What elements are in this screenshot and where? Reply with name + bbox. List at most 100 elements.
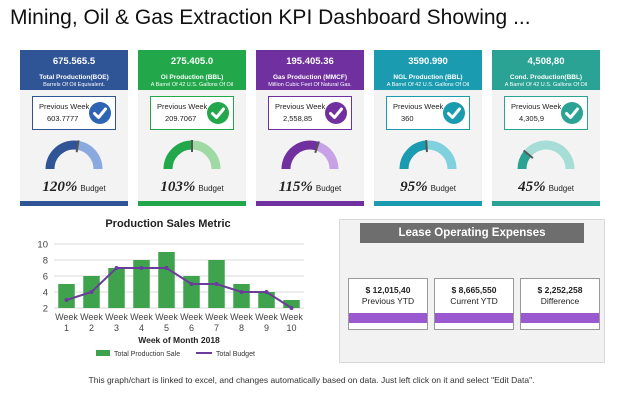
y-tick-label: 6 [43,272,48,283]
x-tick-label: 7 [214,323,219,333]
page-title: Mining, Oil & Gas Extraction KPI Dashboa… [10,6,531,29]
point-total-budget [114,266,119,270]
x-axis-label: Week of Month 2018 [138,335,220,345]
point-total-budget [289,306,294,310]
kpi-bottom-bar [138,201,246,206]
point-total-budget [264,290,269,294]
gauge-icon [163,140,221,170]
point-total-budget [139,266,144,270]
production-sales-chart[interactable]: Production Sales Metric 2 4 6 8 10 Week 1 Week 2… [28,218,308,360]
kpi-header: 675.565.5 Total Production(BOE) Barrels Of… [20,50,128,90]
lease-title: Lease Operating Expenses [360,223,584,243]
kpi-bottom-bar [492,201,600,206]
x-tick-label: 10 [286,323,296,333]
previous-week-label: Previous Week [39,102,90,111]
kpi-sublabel: A Barrel Of 42 U.S. Gallons Of Oil [386,82,470,88]
budget-percent: 45% [518,179,546,195]
checkmark-icon [443,102,465,124]
kpi-card-ngl-production[interactable]: 3590.990 NGL Production (BBL) A Barrel Of … [374,50,482,206]
kpi-label: Gas Production (MMCF) [272,74,348,81]
lease-bar [349,313,427,323]
kpi-card-cond-production[interactable]: 4,508,80 Cond. Production(BBL) A Barrel Of… [492,50,600,206]
kpi-sublabel: A Barrel Of 42 U.S. Gallons Of Oil [150,82,234,88]
previous-week-label: Previous Week [393,102,444,111]
x-tick-label: 4 [139,323,144,333]
x-tick-label: 6 [189,323,194,333]
lease-card-difference: $ 2,252,258 Difference [520,278,600,330]
kpi-card-total-production[interactable]: 675.565.5 Total Production(BOE) Barrels Of… [20,50,128,206]
budget-label: Budget [430,184,456,193]
checkmark-icon [207,102,229,124]
point-total-budget [64,298,69,302]
legend-swatch-bar [96,350,110,356]
x-tick-label: Week [80,312,103,322]
x-tick-label: Week [130,312,153,322]
checkmark-icon [89,102,111,124]
x-tick-label: 5 [164,323,169,333]
previous-week-box: Previous Week 4,305,9 [504,96,588,130]
budget-label: Budget [198,184,224,193]
budget-label: Budget [80,184,106,193]
gauge-icon [281,140,339,170]
budget-percent: 120% [42,179,78,195]
x-tick-label: Week [230,312,253,322]
x-tick-label: 8 [239,323,244,333]
previous-week-box: Previous Week 2,558,85 [268,96,352,130]
point-total-budget [189,282,194,286]
x-tick-label: Week [205,312,228,322]
kpi-bottom-bar [256,201,364,206]
x-tick-label: Week [105,312,128,322]
kpi-label: NGL Production (BBL) [393,74,463,81]
lease-card-previous-ytd: $ 12,015,40 Previous YTD [348,278,428,330]
kpi-card-oil-production[interactable]: 275.405.0 Oi Production (BBL) A Barrel Of … [138,50,246,206]
gauge-needle [314,141,320,154]
lease-value: $ 8,665,550 [451,285,497,295]
lease-bar [521,313,599,323]
x-tick-label: Week [280,312,303,322]
budget-readout: 120% Budget [20,178,128,196]
gauge-icon [45,140,103,170]
y-tick-label: 10 [37,240,48,251]
budget-label: Budget [315,184,342,193]
point-total-budget [89,290,94,294]
x-tick-label: Week [55,312,78,322]
kpi-bottom-bar [20,201,128,206]
bar-total-production-sale [133,260,150,308]
kpi-sublabel: A Barrel Of 42 U.S. Gallons Of Oil [504,82,588,88]
lease-card-current-ytd: $ 8,665,550 Current YTD [434,278,514,330]
kpi-row: 675.565.5 Total Production(BOE) Barrels Of… [20,50,603,206]
bar-total-production-sale [108,268,125,308]
point-total-budget [239,290,244,294]
point-total-budget [164,266,169,270]
budget-label: Budget [548,184,574,193]
kpi-header: 275.405.0 Oi Production (BBL) A Barrel Of … [138,50,246,90]
y-tick-label: 4 [43,288,48,299]
lease-label: Difference [540,296,580,306]
kpi-header: 3590.990 NGL Production (BBL) A Barrel Of … [374,50,482,90]
y-tick-label: 2 [43,304,48,315]
previous-week-value: 209.7067 [165,114,197,123]
checkmark-icon [325,102,347,124]
kpi-card-gas-production[interactable]: 195.405.36 Gas Production (MMCF) Million C… [256,50,364,206]
previous-week-box: Previous Week 360 [386,96,470,130]
bar-total-production-sale [258,292,275,308]
kpi-label: Total Production(BOE) [39,74,109,81]
kpi-sublabel: Million Cubic Feet Of Natural Gas. [268,82,352,88]
lease-label: Previous YTD [361,296,415,306]
budget-readout: 103% Budget [138,178,246,196]
previous-week-value: 360 [401,114,414,123]
kpi-header: 195.405.36 Gas Production (MMCF) Million C… [256,50,364,90]
previous-week-value: 603.7777 [47,114,79,123]
legend-label: Total Budget [216,351,255,358]
kpi-value: 675.565.5 [52,56,96,67]
legend-label: Total Production Sale [114,351,180,358]
lease-operating-expenses-panel: Lease Operating Expenses $ 12,015,40 Pre… [339,219,605,363]
x-tick-label: 3 [114,323,119,333]
x-tick-label: 9 [264,323,269,333]
gauge-needle [75,140,80,153]
kpi-label: Oi Production (BBL) [160,74,224,81]
budget-readout: 115% Budget [256,178,364,196]
y-tick-label: 8 [43,256,48,267]
kpi-header: 4,508,80 Cond. Production(BBL) A Barrel Of… [492,50,600,90]
previous-week-value: 4,305,9 [519,114,545,123]
